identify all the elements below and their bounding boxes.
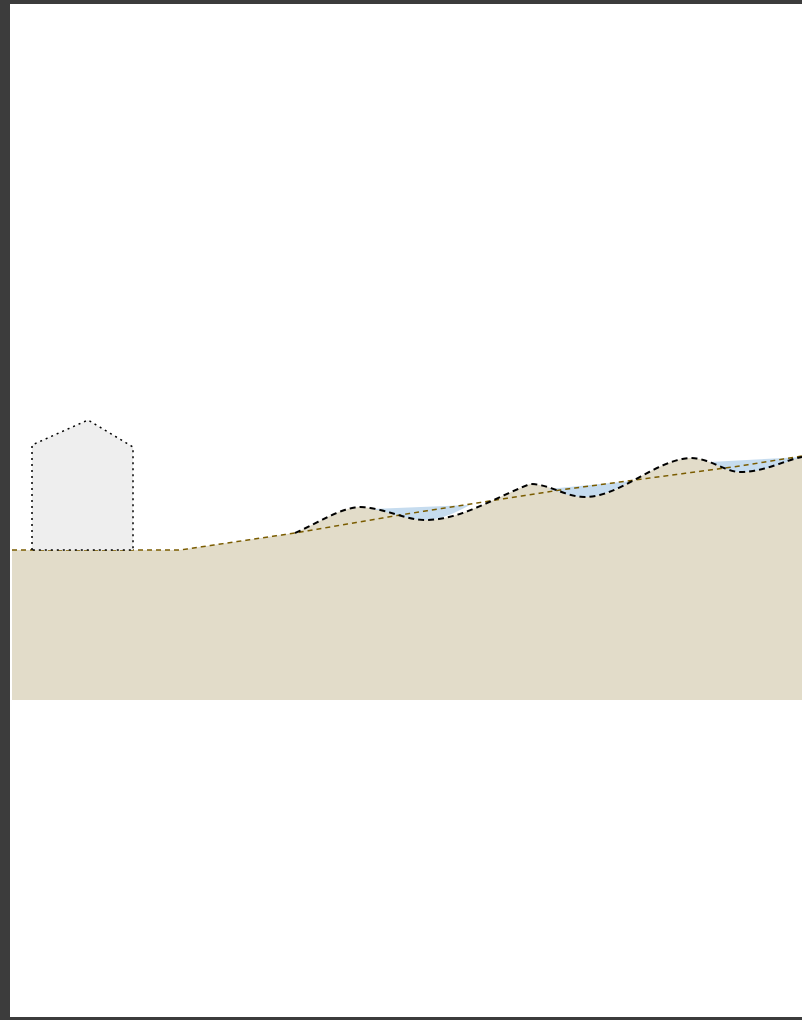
water <box>548 481 632 497</box>
ground <box>12 457 802 700</box>
house <box>31 419 134 551</box>
water <box>710 457 802 472</box>
wave-line <box>294 456 802 534</box>
water <box>372 505 470 520</box>
